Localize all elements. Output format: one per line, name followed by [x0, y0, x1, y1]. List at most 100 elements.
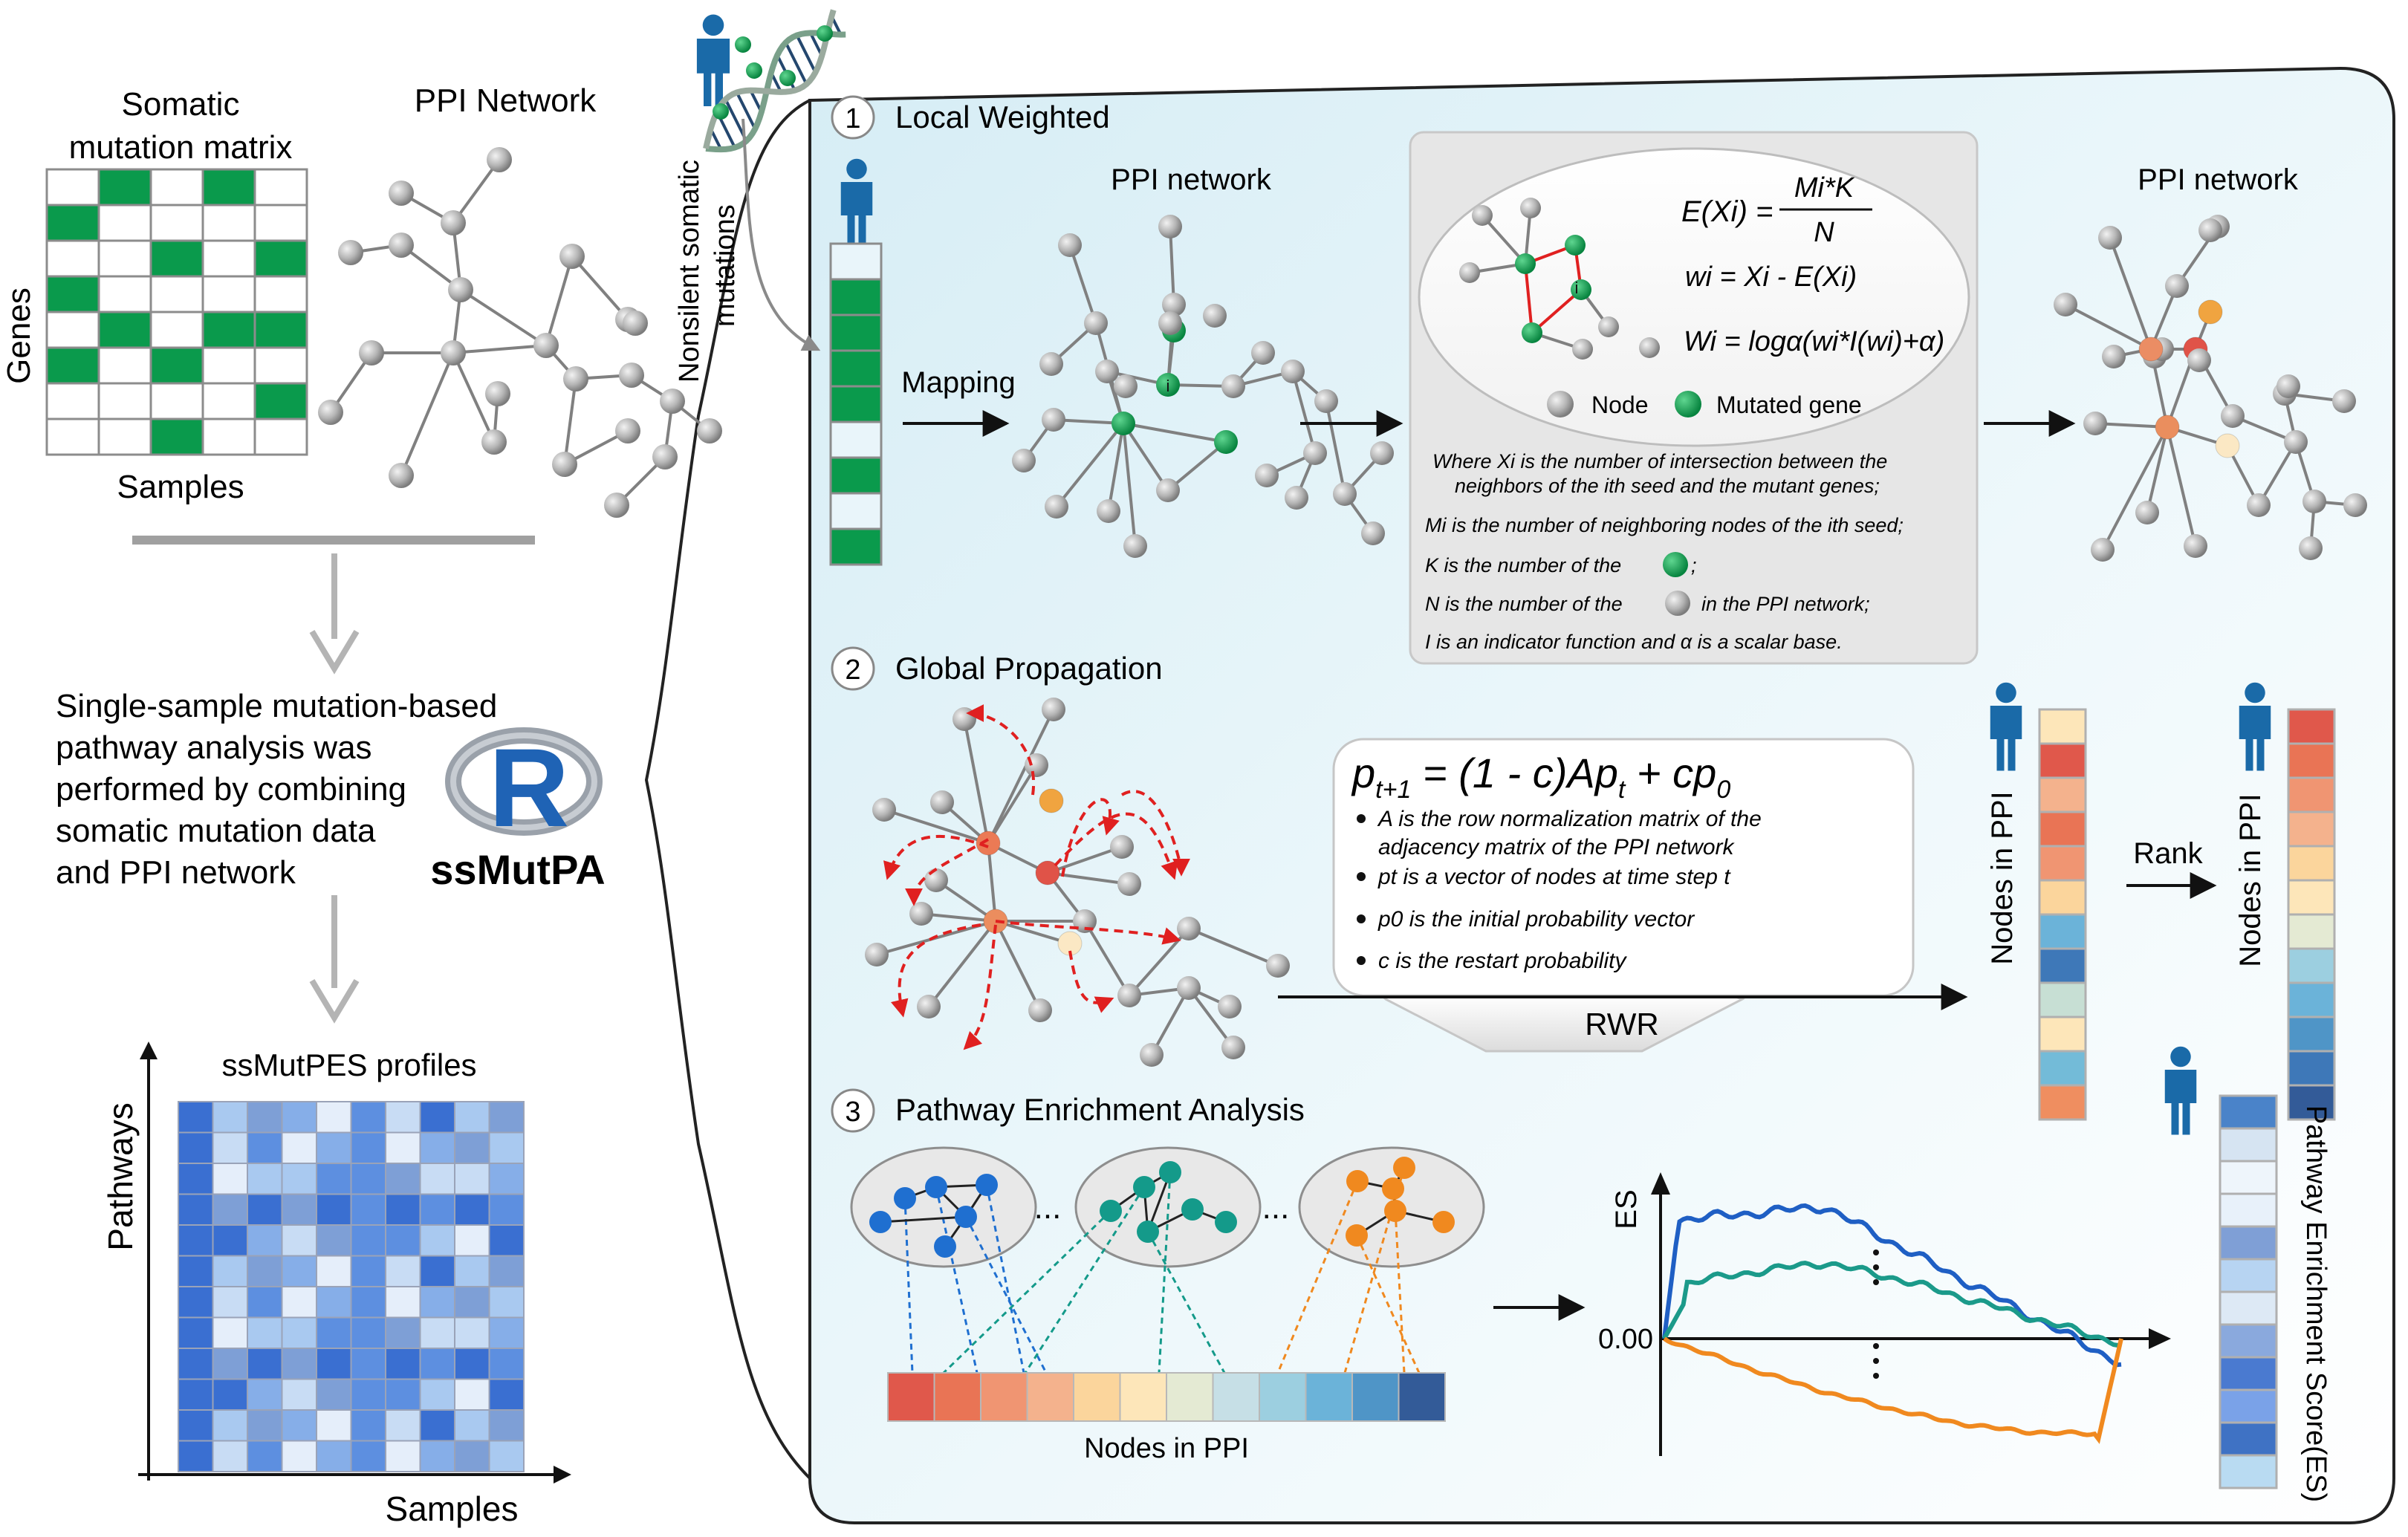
heatmap-cell — [455, 1225, 490, 1256]
mutation-vector — [831, 244, 881, 565]
heatmap-cell — [317, 1163, 351, 1195]
strip-cell — [1120, 1373, 1167, 1421]
samples-label: Samples — [117, 469, 244, 505]
description-line: pathway analysis was — [56, 729, 372, 766]
heatmap-cell — [282, 1380, 317, 1411]
network-node — [2102, 345, 2126, 368]
network-node — [872, 798, 896, 822]
heatmap-cell — [490, 1225, 525, 1256]
heatmap-cell — [386, 1163, 421, 1195]
ranked-node-strip — [888, 1373, 1445, 1421]
heatmap-cell — [386, 1410, 421, 1441]
network-node — [2091, 538, 2115, 562]
matrix-cell — [203, 383, 255, 419]
pathway-dots-2: ... — [1262, 1189, 1290, 1226]
matrix-cell — [99, 276, 151, 312]
heatmap-cell — [351, 1441, 386, 1472]
heatmap-cell — [455, 1410, 490, 1441]
heatmap-cell — [282, 1348, 317, 1380]
ranked-score-cell — [2288, 709, 2334, 744]
ranked-score-cell — [2288, 914, 2334, 949]
ranked-score-cell — [2288, 949, 2334, 983]
network-node — [2216, 434, 2239, 458]
pathway-dots-1: ... — [1034, 1189, 1062, 1226]
network-node — [924, 868, 948, 892]
step3-number-badge: 3 — [832, 1090, 874, 1131]
network-node — [615, 418, 640, 443]
es-score-cell — [2220, 1423, 2276, 1455]
heatmap-cell — [455, 1163, 490, 1195]
heatmap-cell — [247, 1348, 282, 1380]
network-node — [485, 381, 510, 406]
network-node — [1158, 311, 1182, 335]
network-node — [448, 277, 473, 302]
heatmap-cell — [213, 1195, 248, 1226]
heatmap-cell — [247, 1441, 282, 1472]
network-node — [2302, 490, 2326, 513]
heatmap-cell — [282, 1225, 317, 1256]
ppi-network-left — [318, 147, 722, 518]
tool-name: ssMutPA — [430, 846, 605, 893]
network-node — [2184, 534, 2207, 558]
es-score-cell — [2220, 1292, 2276, 1325]
mini-node — [1459, 262, 1480, 283]
mini-node — [1598, 316, 1619, 337]
heatmap-cell — [421, 1256, 455, 1287]
network-node — [865, 943, 889, 966]
network-node — [1110, 835, 1134, 859]
network-node — [1158, 215, 1182, 238]
mini-node — [1639, 337, 1660, 358]
heatmap-cell — [386, 1225, 421, 1256]
network-node — [2284, 430, 2308, 454]
network-edge — [565, 379, 576, 464]
heatmap-cell — [317, 1287, 351, 1318]
heatmap-cell — [421, 1225, 455, 1256]
heatmap-cell — [282, 1256, 317, 1287]
ranked-score-cell — [2288, 1017, 2334, 1051]
eq3: Wi = logα(wi*I(wi)+α) — [1684, 326, 1944, 357]
network-node — [2165, 274, 2189, 298]
es-score-cell — [2220, 1390, 2276, 1423]
somatic-mutation-matrix — [47, 169, 307, 455]
network-node — [1251, 341, 1275, 365]
heatmap-cell — [490, 1163, 525, 1195]
heatmap-cell — [282, 1195, 317, 1226]
heatmap-cell — [317, 1318, 351, 1349]
ppi-network-title: PPI Network — [415, 82, 597, 119]
gene-set-node — [894, 1187, 916, 1209]
description-line: and PPI network — [56, 854, 296, 891]
step1-title: Local Weighted — [895, 100, 1110, 134]
heatmap-cell — [178, 1441, 213, 1472]
heatmap-cell — [351, 1133, 386, 1164]
matrix-cell — [47, 241, 99, 276]
heatmap-cell — [178, 1102, 213, 1133]
mini-node — [1571, 279, 1591, 300]
matrix-cell — [47, 312, 99, 348]
heatmap-cell — [351, 1287, 386, 1318]
heatmap-cell — [317, 1348, 351, 1380]
rwr-bullet: p0 is the initial probability vector — [1377, 907, 1695, 932]
heatmap-cell — [455, 1348, 490, 1380]
network-node — [2343, 493, 2367, 517]
heatmap-cell — [247, 1163, 282, 1195]
matrix-title-2: mutation matrix — [69, 129, 293, 166]
heatmap-cell — [247, 1195, 282, 1226]
es-score-vector — [2220, 1096, 2276, 1488]
gene-set-node — [1346, 1224, 1368, 1247]
heatmap-cell — [351, 1318, 386, 1349]
heatmap-cell — [386, 1133, 421, 1164]
mutation-cell — [831, 386, 881, 422]
network-node — [1117, 872, 1141, 896]
network-node — [1042, 698, 1065, 721]
matrix-cell — [47, 419, 99, 455]
heatmap-cell — [213, 1163, 248, 1195]
network-edge — [572, 256, 628, 319]
network-node — [1042, 408, 1065, 432]
ranked-score-vector — [2288, 709, 2334, 1120]
rwr-score-cell — [2039, 983, 2086, 1017]
matrix-cell — [99, 383, 151, 419]
heatmap-cell — [213, 1410, 248, 1441]
heatmap-cell — [247, 1102, 282, 1133]
network-node — [2276, 374, 2300, 398]
es-score-cell — [2220, 1259, 2276, 1292]
